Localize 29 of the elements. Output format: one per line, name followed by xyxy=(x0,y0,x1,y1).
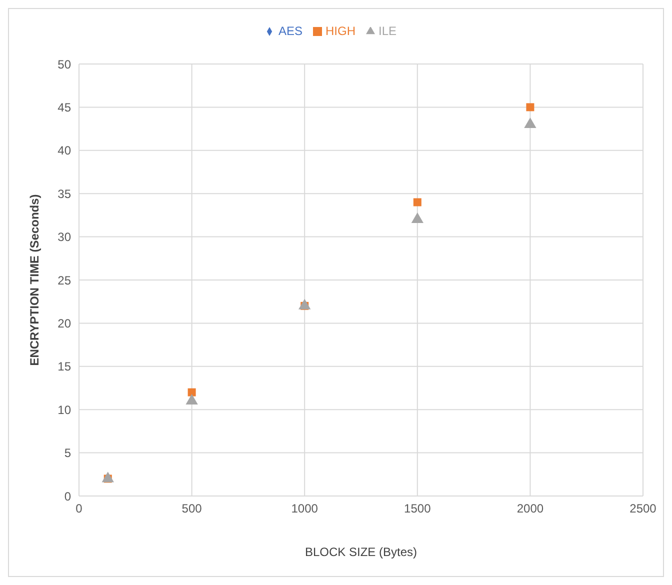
y-tick-label: 25 xyxy=(58,273,72,288)
point xyxy=(298,298,311,310)
y-tick-label: 50 xyxy=(58,57,72,72)
y-tick-label: 0 xyxy=(64,489,72,504)
y-tick-label: 45 xyxy=(58,100,72,114)
y-tick-label: 40 xyxy=(58,144,72,158)
x-tick-label: 2500 xyxy=(630,502,657,516)
y-tick-label: 20 xyxy=(58,316,72,330)
legend-label: ILE xyxy=(378,24,397,38)
legend-label: HIGH xyxy=(326,24,356,38)
y-tick-label: 30 xyxy=(58,230,72,244)
legend-label: AES xyxy=(278,24,302,38)
point xyxy=(413,198,422,206)
x-tick-label: 1000 xyxy=(291,502,318,516)
y-tick-label: 5 xyxy=(64,446,72,460)
point xyxy=(186,394,198,404)
point xyxy=(411,212,424,224)
point xyxy=(526,103,534,112)
y-tick-label: 15 xyxy=(58,360,72,374)
point xyxy=(188,388,196,396)
x-tick-label: 1500 xyxy=(404,502,432,516)
y-tick-label: 35 xyxy=(58,186,72,201)
x-axis-title: BLOCK SIZE (Bytes) xyxy=(304,545,418,559)
x-tick-label: 500 xyxy=(182,502,202,516)
y-axis-title: ENCRYPTION TIME (Seconds) xyxy=(27,194,42,366)
point xyxy=(102,472,114,482)
x-tick-label: 2000 xyxy=(516,502,544,516)
y-tick-label: 10 xyxy=(58,402,72,417)
x-tick-label: 0 xyxy=(76,502,83,516)
